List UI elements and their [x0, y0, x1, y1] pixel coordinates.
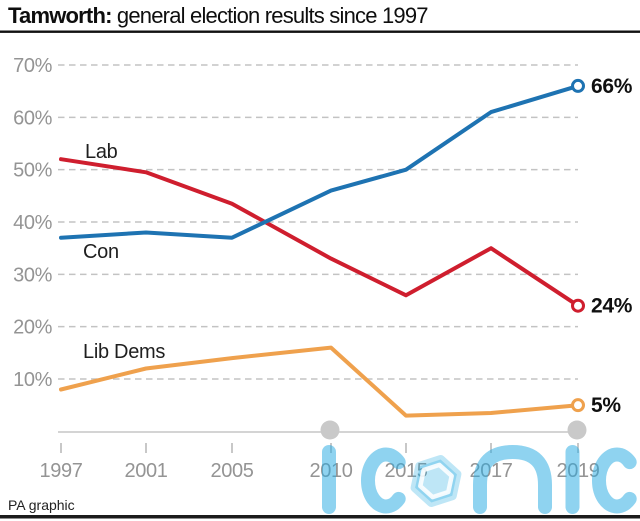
- watermark-letter-n: [473, 444, 552, 514]
- y-axis-label-70: 70%: [13, 55, 52, 77]
- title-description: general election results since 1997: [111, 3, 429, 28]
- end-marker-lab: [571, 298, 585, 313]
- series-label-lab: Lab: [85, 141, 118, 163]
- y-axis-label-50: 50%: [13, 160, 52, 182]
- chart-title: Tamworth: general election results since…: [8, 3, 429, 29]
- source-credit: PA graphic: [8, 497, 75, 513]
- watermark-letter-c2: [592, 447, 637, 514]
- end-value-label-lib-dems: 5%: [591, 394, 621, 417]
- y-axis-label-40: 40%: [13, 212, 52, 234]
- y-axis-label-30: 30%: [13, 264, 52, 286]
- series-line-con: [59, 83, 580, 240]
- x-axis-label-2005: 2005: [211, 460, 254, 482]
- iconic-watermark: [322, 444, 637, 514]
- end-marker-con: [571, 78, 585, 93]
- y-axis-label-20: 20%: [13, 317, 52, 339]
- series-line-lab: [59, 157, 580, 308]
- axis-marker-dot-2019: [567, 420, 587, 440]
- y-axis-label-60: 60%: [13, 107, 52, 129]
- title-constituency: Tamworth:: [8, 3, 112, 28]
- bottom-border-bar: [0, 515, 640, 519]
- series-label-con: Con: [83, 241, 119, 263]
- watermark-hexagon-inner: [418, 462, 454, 500]
- end-marker-lib-dems: [571, 398, 585, 413]
- watermark-letter-c1: [361, 447, 406, 514]
- title-divider: [0, 30, 640, 33]
- end-value-label-con: 66%: [591, 75, 633, 98]
- axis-marker-dot-2010: [320, 420, 340, 440]
- series-label-lib-dems: Lib Dems: [83, 341, 165, 363]
- series-line-lib-dems: [59, 345, 580, 418]
- y-axis-label-10: 10%: [13, 369, 52, 391]
- x-axis-label-1997: 1997: [40, 460, 83, 482]
- x-axis-label-2001: 2001: [125, 460, 168, 482]
- end-value-label-lab: 24%: [591, 295, 633, 318]
